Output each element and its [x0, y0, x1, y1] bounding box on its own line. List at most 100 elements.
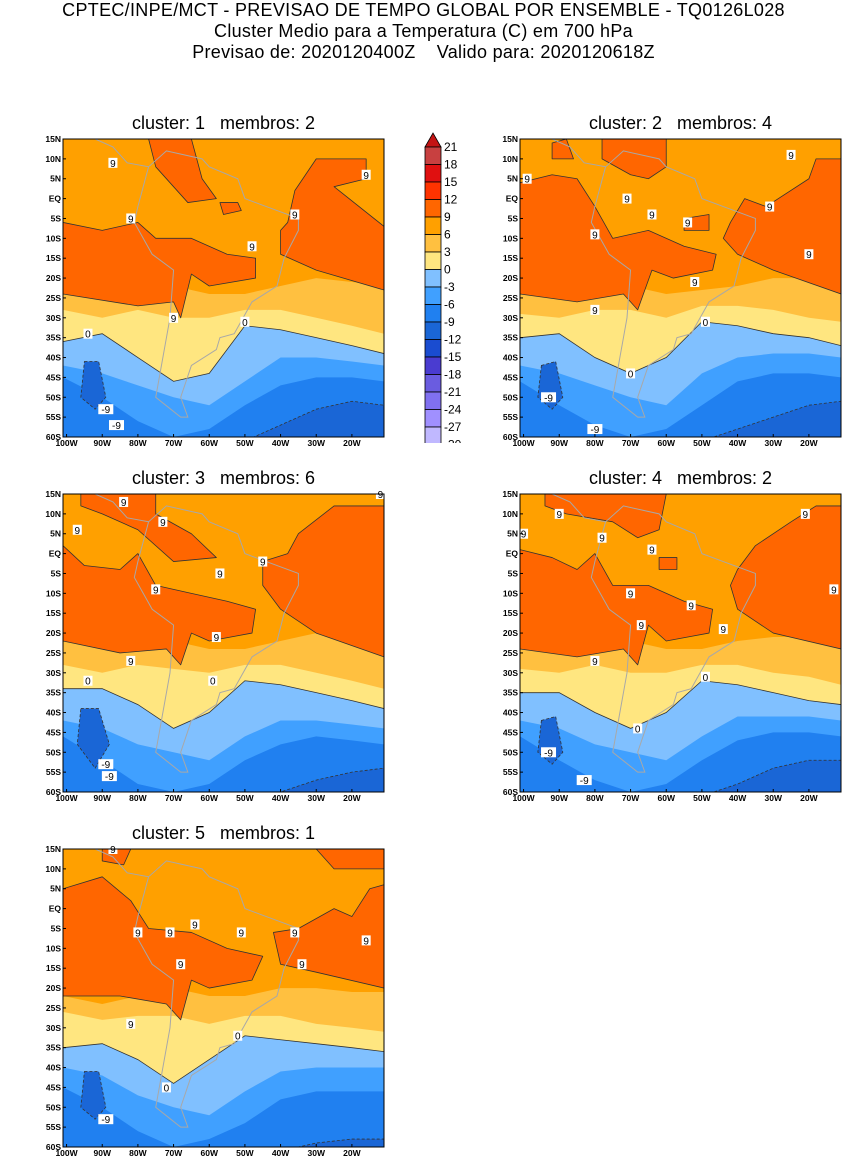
y-tick-label: 35S	[46, 688, 61, 698]
contour-label: 9	[685, 218, 691, 229]
colorbar-swatch	[424, 216, 442, 235]
contour-label: 9	[649, 210, 655, 221]
contour-label-bg	[626, 588, 636, 599]
contour-label: -9	[544, 748, 553, 759]
contour-line-0	[520, 321, 841, 374]
contour-label-bg	[208, 675, 218, 686]
contour-line--9	[520, 759, 841, 792]
y-tick-label: 40S	[46, 708, 61, 718]
x-tick-label: 20W	[343, 438, 361, 448]
contour-label-bg	[83, 675, 93, 686]
y-tick-label: 10N	[502, 509, 518, 519]
y-tick-label: 45S	[46, 727, 61, 737]
colorbar-label: -6	[444, 298, 455, 312]
x-tick-label: 50W	[236, 438, 254, 448]
colorbar-label: 18	[444, 158, 458, 172]
y-tick-label: 15S	[46, 963, 61, 973]
contour-label-bg	[247, 241, 257, 252]
contour-label: 9	[524, 175, 530, 186]
temperature-map: 9 9 9 9 9 9 9 9 9 9 9 0 0 -9 -9 15N 10N 5N EQ 5S 10S 15S 20S 25…	[502, 489, 842, 803]
contour-fields	[63, 494, 384, 792]
contour-label-bg	[541, 392, 557, 403]
contour-label-bg	[541, 747, 557, 758]
contour-line--9	[520, 400, 841, 437]
x-tick-label: 100W	[55, 793, 78, 803]
x-tick-label: 80W	[129, 1148, 147, 1158]
y-tick-label: 40S	[46, 353, 61, 363]
contour-label: 9	[160, 518, 166, 529]
colorbar-swatch	[424, 426, 442, 443]
y-tick-label: 15S	[46, 253, 61, 263]
map-panel-cluster-4: cluster: 4 membros: 2 9 9 9 9 9 9 9 9 9 9 9 0 0 -9 -9 15…	[480, 464, 847, 814]
colorbar-label: 12	[444, 193, 458, 207]
contour-label-bg	[215, 568, 225, 579]
x-tick-label: 70W	[165, 438, 183, 448]
contour-label: 9	[806, 250, 812, 261]
contour-label-bg	[236, 927, 246, 938]
colorbar-swatch	[424, 269, 442, 288]
contour-label-bg	[126, 1018, 136, 1029]
contour-label-bg	[597, 532, 607, 543]
y-tick-label: 10S	[503, 233, 518, 243]
y-tick-label: 5S	[51, 923, 62, 933]
y-tick-label: 55S	[46, 1122, 61, 1132]
x-tick-label: 90W	[93, 1148, 111, 1158]
contour-label-bg	[804, 249, 814, 260]
y-tick-label: 55S	[503, 412, 518, 422]
x-tick-label: 90W	[93, 793, 111, 803]
contour-fields	[63, 139, 384, 437]
y-tick-label: 10S	[46, 233, 61, 243]
x-tick-label: 20W	[343, 793, 361, 803]
temperature-map: 9 9 9 9 9 9 9 9 9 9 0 0 -9 15N 10N 5N EQ 5S 10S 15S 20S 25S 30…	[45, 844, 385, 1158]
contour-label-bg	[700, 316, 710, 327]
contour-label-bg	[647, 544, 657, 555]
y-tick-label: 15N	[502, 134, 518, 144]
panel-title: cluster: 3 membros: 6	[131, 468, 316, 488]
y-tick-label: 30S	[503, 313, 518, 323]
y-tick-label: 15S	[503, 253, 518, 263]
y-tick-label: 50S	[46, 1102, 61, 1112]
map-panel-cluster-1: cluster: 1 membros: 2 9 9 9 9 9 9 0 0 -9 -9 15N 10N 5…	[23, 109, 403, 459]
colorbar-swatch	[424, 164, 442, 183]
contour-label: 9	[556, 510, 562, 521]
y-tick-label: 35S	[503, 333, 518, 343]
x-tick-label: 40W	[729, 793, 747, 803]
y-tick-label: 30S	[46, 1023, 61, 1033]
x-tick-label: 60W	[200, 1148, 218, 1158]
colorbar: 21 18 15 12 9 6 3 0 -3 -6 -9 -12 -15 -18 -21 -24 -27 -30	[424, 132, 462, 443]
contour-label-bg	[554, 508, 564, 519]
contour-label: 9	[599, 534, 605, 545]
x-tick-label: 40W	[272, 793, 290, 803]
panel-title: cluster: 4 membros: 2	[588, 468, 773, 488]
y-tick-label: 40S	[46, 1063, 61, 1073]
x-tick-label: 100W	[512, 438, 535, 448]
x-tick-label: 30W	[764, 438, 782, 448]
colorbar-label: 0	[444, 263, 451, 277]
contour-label-bg	[587, 424, 603, 435]
colorbar-swatch	[424, 321, 442, 340]
contour-label-bg	[126, 213, 136, 224]
contour-label-bg	[590, 229, 600, 240]
y-tick-label: 5S	[508, 568, 519, 578]
y-tick-label: 50S	[503, 747, 518, 757]
contour-label: 0	[235, 1032, 241, 1043]
contour-label: 9	[788, 151, 794, 162]
y-tick-label: 5S	[508, 213, 519, 223]
contour-label-bg	[72, 524, 82, 535]
contour-label-bg	[109, 420, 124, 431]
y-tick-label: 25S	[503, 648, 518, 658]
contour-label: 9	[121, 498, 127, 509]
colorbar-swatch	[424, 286, 442, 305]
y-tick-label: 45S	[503, 372, 518, 382]
x-tick-label: 60W	[200, 438, 218, 448]
temperature-map: 9 9 9 9 9 9 0 0 -9-9 15N 10N 5N EQ 5S 10S 15S 20S 25S 30S 3…	[45, 134, 385, 448]
contour-label: 0	[703, 318, 709, 329]
x-tick-label: 50W	[693, 793, 711, 803]
plot-frame	[62, 848, 385, 1148]
x-tick-label: 80W	[586, 438, 604, 448]
contour-label-bg	[165, 927, 175, 938]
x-tick-label: 90W	[93, 438, 111, 448]
y-tick-label: 5N	[507, 529, 518, 539]
x-tick-label: 20W	[800, 438, 818, 448]
contour-label: 9	[171, 314, 177, 325]
